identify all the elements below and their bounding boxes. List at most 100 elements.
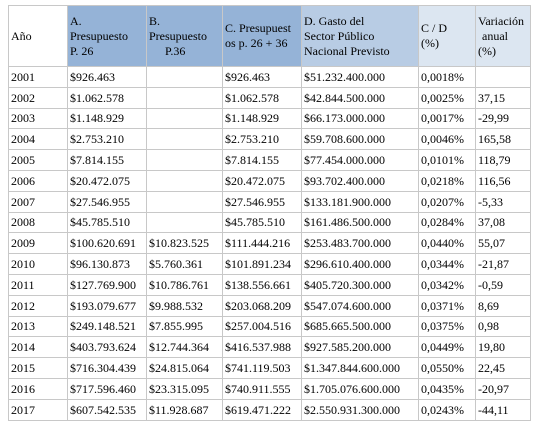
table-cell: $23.315.095 — [146, 377, 223, 400]
table-cell: 2005 — [8, 149, 68, 171]
header-line: Sector Público — [304, 28, 375, 43]
table-cell — [146, 128, 223, 151]
table-row: 2007 $27.546.955 $27.546.955 $133.181.900.0… — [8, 190, 531, 213]
table-cell: 2003 — [8, 107, 68, 130]
table-cell: $7.855.995 — [146, 315, 223, 338]
table-cell: 0,0046% — [418, 128, 476, 151]
table-row: 2010 $96.130.873 $5.760.361 $101.891.234 $29… — [8, 253, 531, 275]
table-cell: 118,79 — [475, 149, 531, 171]
table-cell: 2004 — [8, 128, 68, 151]
table-cell: -21,87 — [475, 253, 531, 275]
table-cell: 0,0284% — [418, 211, 476, 234]
table-cell: 2008 — [8, 211, 68, 234]
header-line: P. 26 — [70, 43, 94, 58]
table-cell: $1.347.844.600.000 — [301, 357, 419, 379]
header-line: C. Presupuest — [225, 21, 291, 35]
table-cell: $741.119.503 — [222, 357, 302, 379]
table-cell: $607.542.535 — [67, 398, 147, 421]
table-row: 2003 $1.148.929 $1.148.929 $66.173.000.000 0… — [8, 107, 531, 130]
table-cell: $717.596.460 — [67, 377, 147, 400]
table-cell: -20,97 — [475, 377, 531, 400]
header-line: C / D — [421, 21, 448, 35]
table-cell: 2016 — [8, 377, 68, 400]
table-cell: $10.823.525 — [146, 232, 223, 255]
table-cell: $66.173.000.000 — [301, 107, 419, 130]
table-row: 2005 $7.814.155 $7.814.155 $77.454.000.000 0… — [8, 149, 531, 171]
table-cell: $27.546.955 — [67, 190, 147, 213]
table-cell: -44,11 — [475, 398, 531, 421]
table-cell: $10.786.761 — [146, 273, 223, 296]
header-line: Año — [11, 28, 32, 43]
table-cell: 0,0101% — [418, 149, 476, 171]
table-row: 2001 $926.463 $926.463 $51.232.400.000 0,001… — [8, 66, 531, 88]
table-cell — [146, 149, 223, 171]
table-cell: $2.753.210 — [67, 128, 147, 151]
header-line: B. — [149, 13, 161, 28]
table-cell: 19,80 — [475, 336, 531, 359]
table-cell: 2017 — [8, 398, 68, 421]
table-row: 2015 $716.304.439 $24.815.064 $741.119.503 $… — [8, 357, 531, 379]
table-cell: 0,0435% — [418, 377, 476, 400]
table-cell: 0,98 — [475, 315, 531, 338]
table-cell: 0,0344% — [418, 253, 476, 275]
table-cell: 2001 — [8, 66, 68, 88]
table-cell: $927.585.200.000 — [301, 336, 419, 359]
table-cell: 2014 — [8, 336, 68, 359]
header-line: Nacional Previsto — [304, 43, 390, 58]
header-line: A. — [70, 13, 82, 28]
table-cell: 2010 — [8, 253, 68, 275]
table-cell: 37,08 — [475, 211, 531, 234]
table-cell: $5.760.361 — [146, 253, 223, 275]
table-cell: $133.181.900.000 — [301, 190, 419, 213]
table-cell: $716.304.439 — [67, 357, 147, 379]
table-cell: $405.720.300.000 — [301, 273, 419, 296]
table-row: 2013 $249.148.521 $7.855.995 $257.004.516 $6… — [8, 315, 531, 338]
header-cell: A. Presupuesto P. 26 — [67, 5, 147, 67]
header-cell: D. Gasto del Sector Público Nacional Previ… — [301, 5, 419, 67]
header-line: D. Gasto del — [304, 13, 365, 28]
table-cell: 0,0342% — [418, 273, 476, 296]
table-row: 2008 $45.785.510 $45.785.510 $161.486.500.0… — [8, 211, 531, 234]
table-cell: $257.004.516 — [222, 315, 302, 338]
table-cell: $20.472.075 — [222, 169, 302, 192]
table-cell: $203.068.209 — [222, 294, 302, 317]
table-cell: 2006 — [8, 169, 68, 192]
table-cell: $20.472.075 — [67, 169, 147, 192]
table-row: 2006 $20.472.075 $20.472.075 $93.702.400.00… — [8, 169, 531, 192]
table-cell: 8,69 — [475, 294, 531, 317]
table-cell: $1.705.076.600.000 — [301, 377, 419, 400]
table-cell: $93.702.400.000 — [301, 169, 419, 192]
header-line: (%) — [478, 43, 496, 58]
table-cell: 0,0550% — [418, 357, 476, 379]
table-cell: $96.130.873 — [67, 253, 147, 275]
table-cell: $42.844.500.000 — [301, 86, 419, 109]
table-body: 2001 $926.463 $926.463 $51.232.400.000 0,001… — [8, 66, 531, 421]
table-cell: $547.074.600.000 — [301, 294, 419, 317]
table-cell: $926.463 — [222, 66, 302, 88]
table-cell: 0,0218% — [418, 169, 476, 192]
table-cell: 2011 — [8, 273, 68, 296]
table-cell — [146, 66, 223, 88]
table-cell: 2015 — [8, 357, 68, 379]
table-row: 2016 $717.596.460 $23.315.095 $740.911.555 $… — [8, 377, 531, 400]
table-cell — [146, 107, 223, 130]
table-cell: $740.911.555 — [222, 377, 302, 400]
table-cell: $926.463 — [67, 66, 147, 88]
table-cell: $416.537.988 — [222, 336, 302, 359]
header-line: P.36 — [165, 43, 186, 58]
table-cell: $9.988.532 — [146, 294, 223, 317]
table-cell: 2007 — [8, 190, 68, 213]
table-cell: $59.708.600.000 — [301, 128, 419, 151]
table-cell: -5,33 — [475, 190, 531, 213]
table-cell: 0,0243% — [418, 398, 476, 421]
header-row: Año A. Presupuesto P. 26 B. Presupuesto P.36 C.… — [8, 5, 531, 67]
header-cell: Año — [8, 5, 68, 67]
table-cell: $193.079.677 — [67, 294, 147, 317]
header-line: (%) — [421, 36, 439, 50]
table-cell: $51.232.400.000 — [301, 66, 419, 88]
table-cell: $7.814.155 — [222, 149, 302, 171]
table-cell: 0,0440% — [418, 232, 476, 255]
table-cell: $1.148.929 — [222, 107, 302, 130]
table-cell: $12.744.364 — [146, 336, 223, 359]
